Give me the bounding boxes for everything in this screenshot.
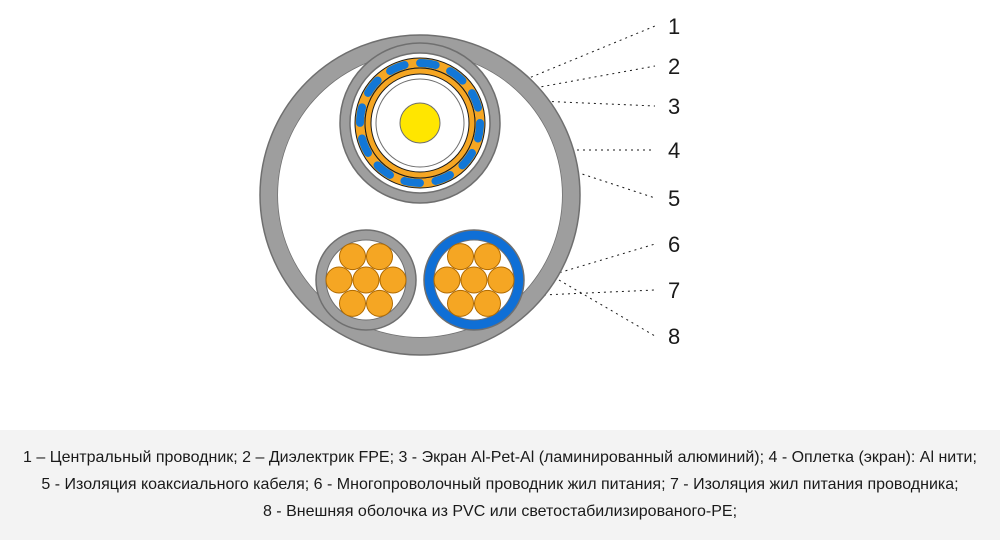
callout-number-8: 8 [668,324,680,350]
legend-box: 1 – Центральный проводник; 2 – Диэлектри… [0,430,1000,540]
legend-line: 5 - Изоляция коаксиального кабеля; 6 - М… [18,471,982,498]
callout-number-2: 2 [668,54,680,80]
cable-cross-section-svg [0,0,1000,430]
legend-line: 1 – Центральный проводник; 2 – Диэлектри… [18,444,982,471]
legend-line: 8 - Внешняя оболочка из PVC или светоста… [18,498,982,525]
callout-number-6: 6 [668,232,680,258]
callout-number-7: 7 [668,278,680,304]
callout-number-4: 4 [668,138,680,164]
callout-number-5: 5 [668,186,680,212]
callout-number-1: 1 [668,14,680,40]
diagram-stage: 1 2 3 4 5 6 7 8 [0,0,1000,430]
callout-number-3: 3 [668,94,680,120]
